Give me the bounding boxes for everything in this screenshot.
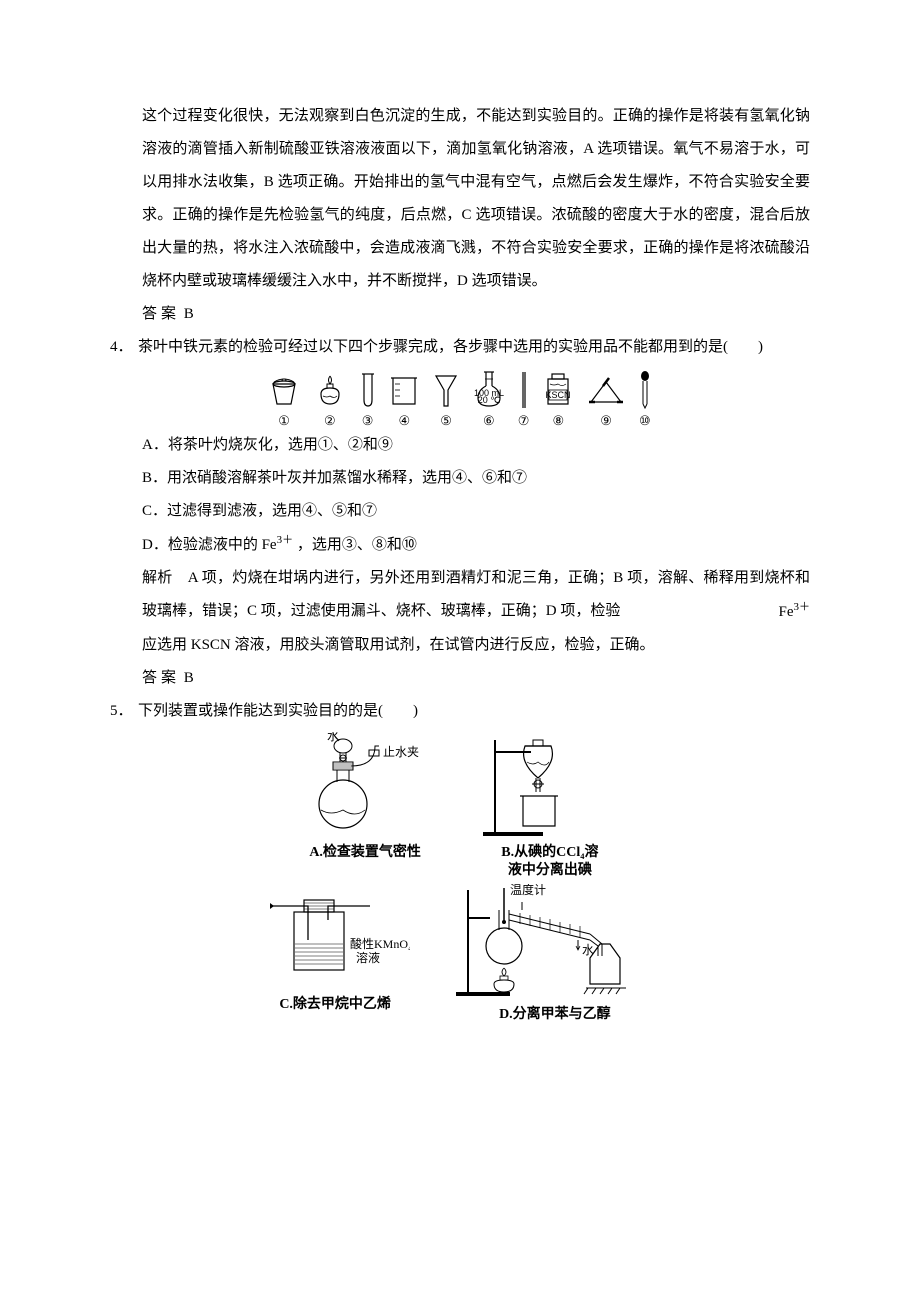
equip-test-tube-icon: ③ <box>359 370 377 427</box>
equip-dropper-icon: ⑩ <box>637 370 653 427</box>
q4-option-c: C．过滤得到滤液，选用④、⑤和⑦ <box>110 495 810 528</box>
equip-label-1: ① <box>267 414 301 427</box>
q5-number: 5． <box>110 695 138 728</box>
q4-option-a: A．将茶叶灼烧灰化，选用①、②和⑨ <box>110 429 810 462</box>
equip-label-9: ⑨ <box>587 414 625 427</box>
q5-fig-d: 温度计 水 <box>450 884 660 1024</box>
label-kmno4-1: 酸性KMnO₄ <box>350 936 410 951</box>
q4-number: 4． <box>110 331 138 364</box>
q4-explanation: 解析 A 项，灼烧在坩埚内进行，另外还用到酒精灯和泥三角，正确；B 项，溶解、稀… <box>110 562 810 628</box>
q4-optd-post: ，选用③、⑧和⑩ <box>293 537 417 553</box>
equip-clay-triangle-icon: ⑨ <box>587 370 625 427</box>
q4-expl-pre: 解析 A 项，灼烧在坩埚内进行，另外还用到酒精灯和泥三角，正确；B 项，溶解、稀… <box>142 570 810 619</box>
q4-equipment-row: ① ② ③ <box>110 370 810 427</box>
q5-stem: 下列装置或操作能达到实验目的的是( ) <box>138 703 418 719</box>
label-clip: 止水夹 <box>383 745 419 759</box>
q5-caption-d: D.分离甲苯与乙醇 <box>450 1006 660 1024</box>
q5-fig-c: 酸性KMnO₄ 溶液 C.除去甲烷中乙烯 <box>260 884 410 1014</box>
equip-label-2: ② <box>313 414 347 427</box>
kscn-label: KSCN <box>546 390 571 400</box>
q4-expl-fe-sup: 3＋ <box>794 601 811 613</box>
q5-caption-b2: 液中分离出碘 <box>508 863 592 878</box>
q4-answer: 答案 B <box>110 662 810 695</box>
equip-label-8: ⑧ <box>541 414 575 427</box>
intro-answer: 答案 B <box>110 298 810 331</box>
q5-caption-b1: B.从碘的CCl₄溶 <box>501 845 598 860</box>
vol-label-2: 20 ℃ <box>478 395 501 405</box>
equip-funnel-icon: ⑤ <box>432 370 460 427</box>
q4-explanation-2: 应选用 KSCN 溶液，用胶头滴管取用试剂，在试管内进行反应，检验，正确。 <box>110 629 810 662</box>
equip-crucible-icon: ① <box>267 370 301 427</box>
q5-figure-row-1: 水 止水夹 A.检查装置气密性 <box>110 732 810 880</box>
equip-reagent-bottle-icon: KSCN ⑧ <box>541 370 575 427</box>
q4-optd-pre: D．检验滤液中的 Fe <box>142 537 277 553</box>
q4-option-d: D．检验滤液中的 Fe3＋ ，选用③、⑧和⑩ <box>110 528 810 562</box>
q4: 4．茶叶中铁元素的检验可经过以下四个步骤完成，各步骤中选用的实验用品不能都用到的… <box>110 331 810 364</box>
equip-volumetric-flask-icon: 100 mL 20 ℃ ⑥ <box>472 370 506 427</box>
q4-optd-sup: 3＋ <box>277 534 294 546</box>
equip-label-3: ③ <box>359 414 377 427</box>
q5-caption-b: B.从碘的CCl₄溶 液中分离出碘 <box>475 844 625 880</box>
q4-expl-fe-text: Fe <box>779 604 794 620</box>
label-water: 水 <box>327 732 339 743</box>
equip-glass-rod-icon: ⑦ <box>518 370 530 427</box>
equip-label-10: ⑩ <box>637 414 653 427</box>
q5: 5．下列装置或操作能达到实验目的的是( ) <box>110 695 810 728</box>
equip-beaker-icon: ④ <box>388 370 420 427</box>
equip-label-4: ④ <box>388 414 420 427</box>
q5-caption-c: C.除去甲烷中乙烯 <box>260 996 410 1014</box>
q4-expl-fe: Fe3＋ <box>779 595 811 629</box>
label-kmno4-2: 溶液 <box>356 950 380 965</box>
q5-figure-row-2: 酸性KMnO₄ 溶液 C.除去甲烷中乙烯 温度计 <box>110 884 810 1024</box>
label-thermometer: 温度计 <box>510 884 546 897</box>
page: 这个过程变化很快，无法观察到白色沉淀的生成，不能达到实验目的。正确的操作是将装有… <box>0 0 920 1302</box>
q5-fig-b: B.从碘的CCl₄溶 液中分离出碘 <box>475 732 625 880</box>
answer-value: B <box>184 306 194 322</box>
equip-alcohol-lamp-icon: ② <box>313 370 347 427</box>
q4-option-b: B．用浓硝酸溶解茶叶灰并加蒸馏水稀释，选用④、⑥和⑦ <box>110 462 810 495</box>
answer-label: 答案 <box>142 306 180 322</box>
intro-paragraph: 这个过程变化很快，无法观察到白色沉淀的生成，不能达到实验目的。正确的操作是将装有… <box>110 100 810 298</box>
equip-label-7: ⑦ <box>518 414 530 427</box>
q4-answer-value: B <box>184 670 194 686</box>
q4-answer-label: 答案 <box>142 670 180 686</box>
equip-label-6: ⑥ <box>472 414 506 427</box>
q4-stem: 茶叶中铁元素的检验可经过以下四个步骤完成，各步骤中选用的实验用品不能都用到的是(… <box>138 339 763 355</box>
equip-label-5: ⑤ <box>432 414 460 427</box>
q5-fig-a: 水 止水夹 A.检查装置气密性 <box>295 732 435 862</box>
q5-caption-a: A.检查装置气密性 <box>295 844 435 862</box>
